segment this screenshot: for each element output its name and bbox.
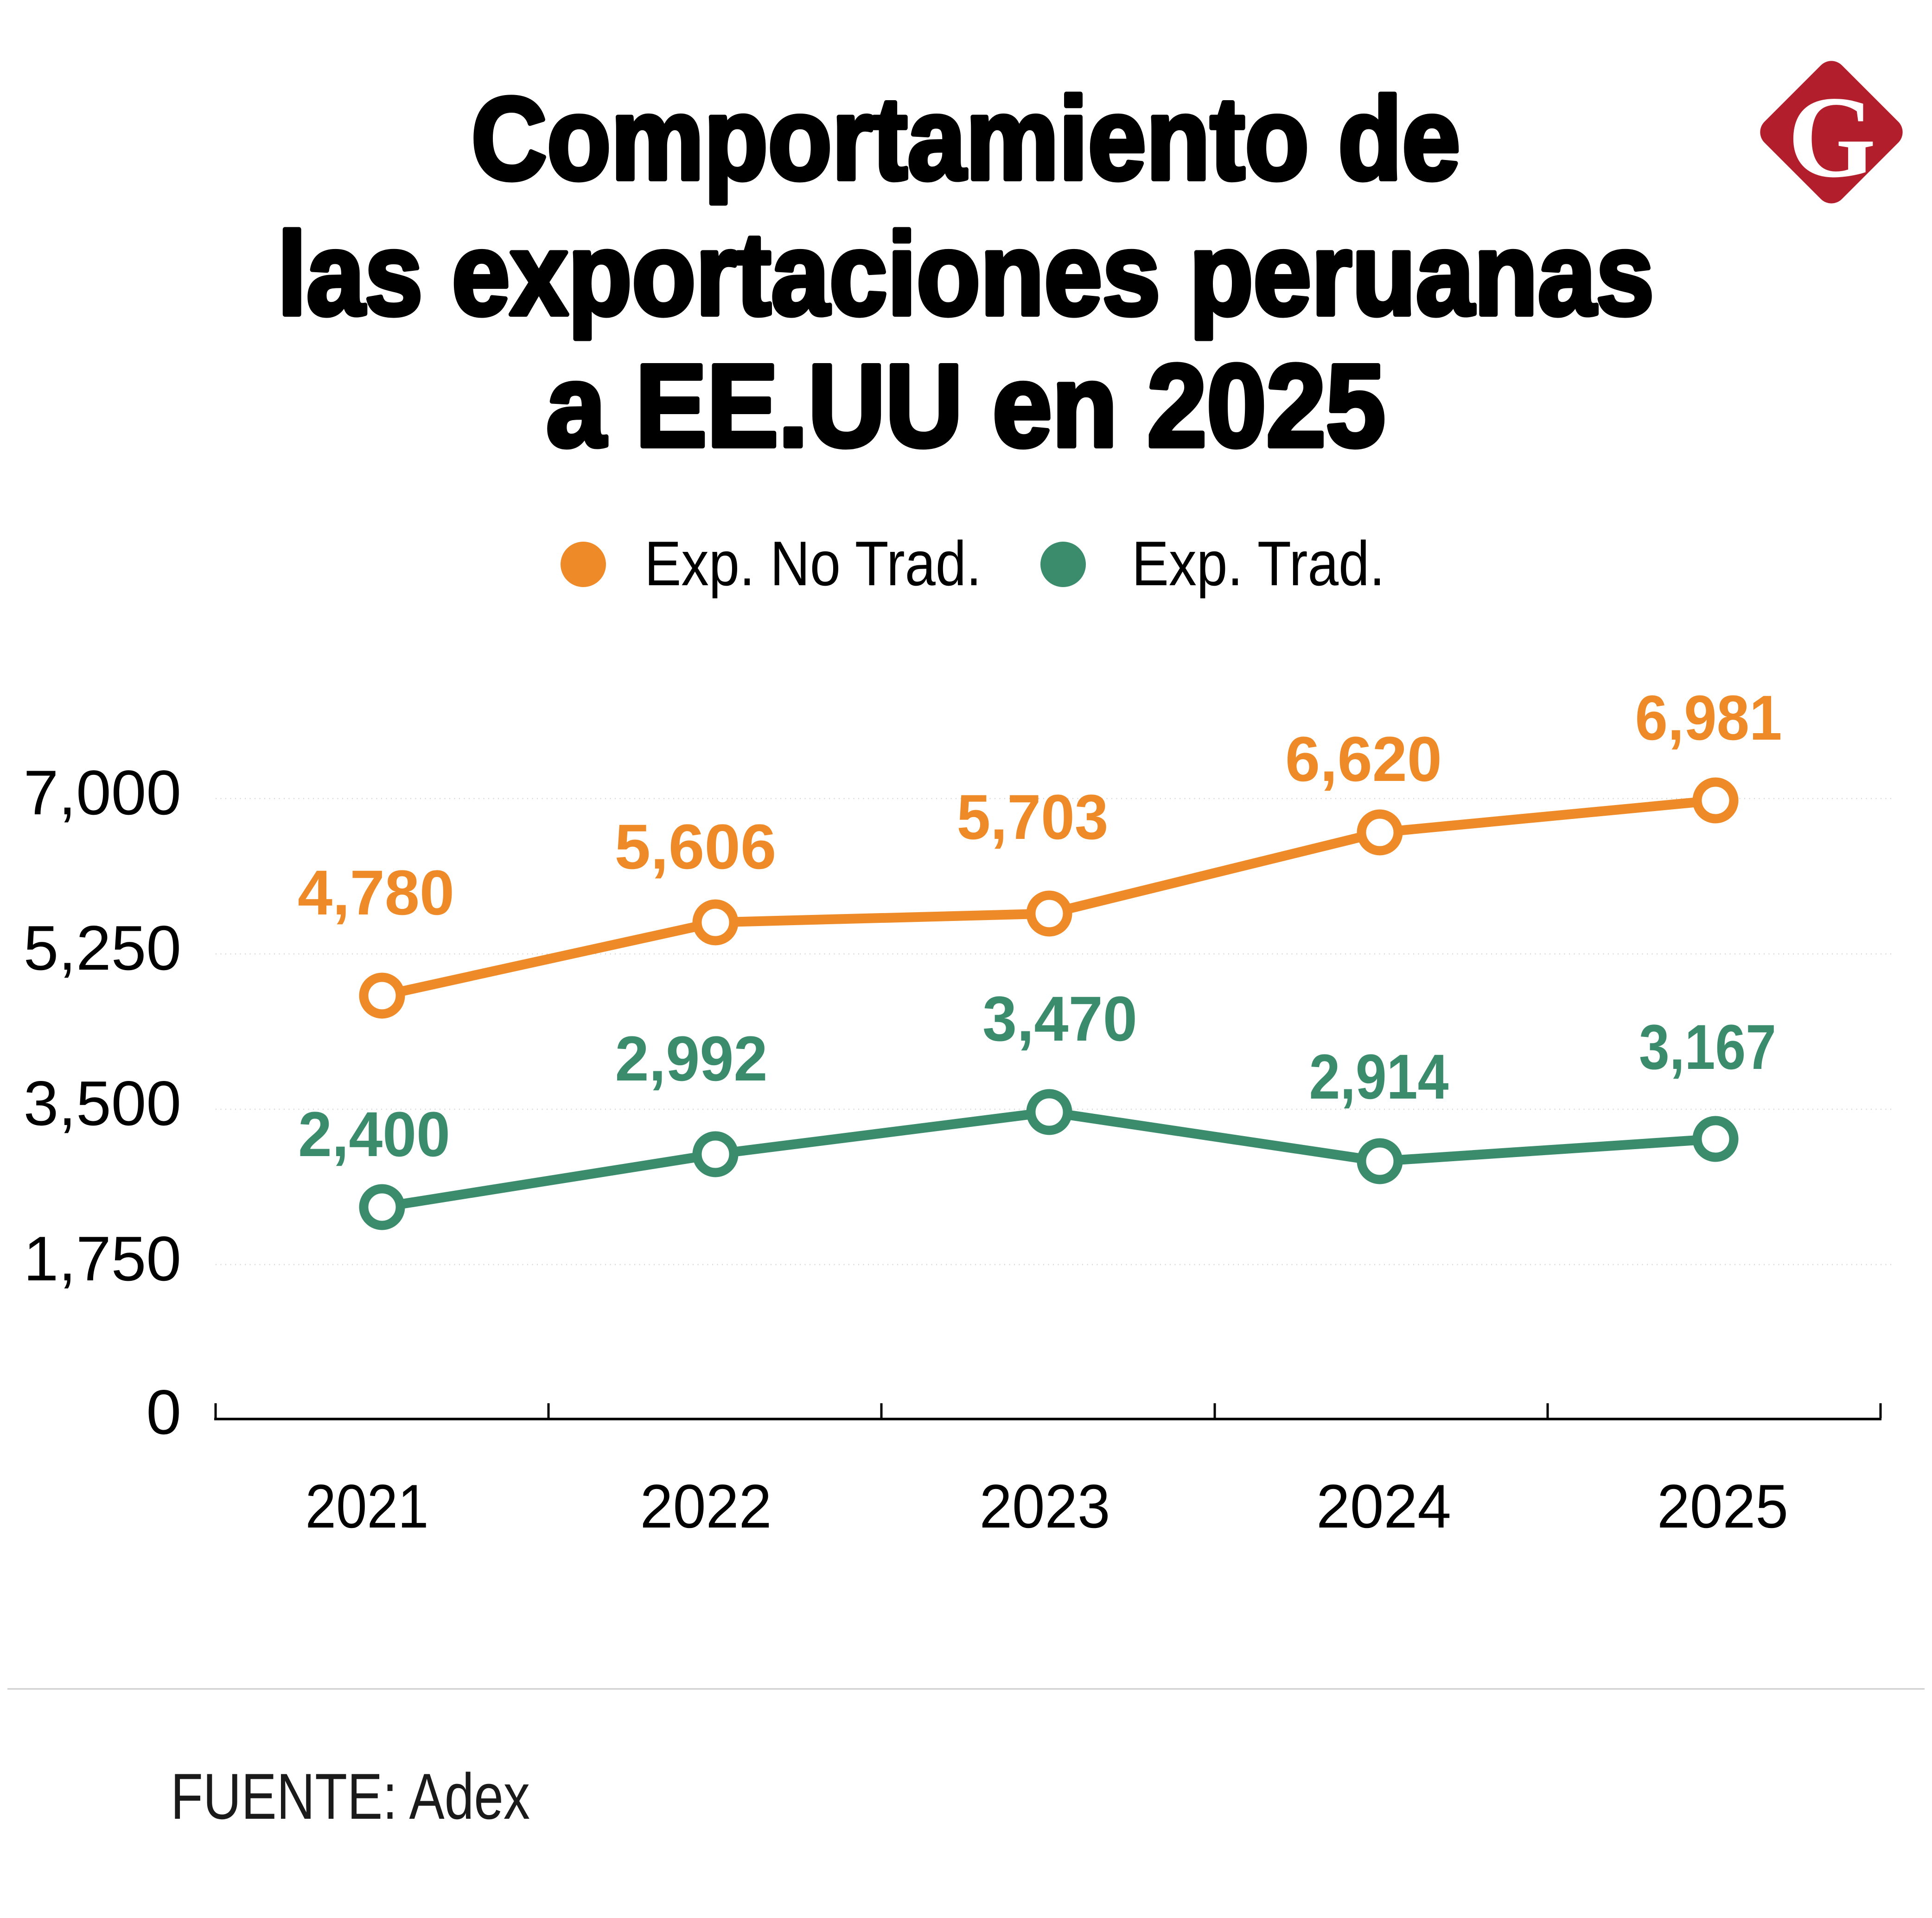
svg-text:3,167: 3,167	[1639, 1012, 1776, 1083]
svg-text:Comportamiento de: Comportamiento de	[472, 73, 1460, 204]
svg-text:las exportaciones peruanas: las exportaciones peruanas	[278, 208, 1654, 339]
svg-text:2024: 2024	[1316, 1472, 1451, 1541]
svg-text:1,750: 1,750	[24, 1223, 181, 1294]
svg-text:7,000: 7,000	[24, 757, 181, 828]
svg-text:6,981: 6,981	[1635, 683, 1782, 754]
svg-text:G: G	[1788, 72, 1876, 202]
svg-text:5,606: 5,606	[615, 812, 777, 882]
svg-text:2023: 2023	[980, 1472, 1110, 1541]
svg-text:3,500: 3,500	[24, 1068, 181, 1138]
svg-text:2022: 2022	[640, 1472, 772, 1541]
svg-text:2021: 2021	[306, 1472, 429, 1541]
svg-text:5,703: 5,703	[957, 782, 1109, 853]
svg-text:Exp. Trad.: Exp. Trad.	[1132, 528, 1385, 599]
svg-text:5,250: 5,250	[24, 913, 181, 983]
svg-text:2025: 2025	[1657, 1472, 1788, 1541]
svg-text:6,620: 6,620	[1285, 724, 1442, 795]
svg-text:3,470: 3,470	[982, 984, 1137, 1055]
svg-text:0: 0	[146, 1377, 181, 1447]
svg-text:a EE.UU en 2025: a EE.UU en 2025	[546, 340, 1385, 471]
svg-text:4,780: 4,780	[298, 857, 454, 928]
svg-text:Exp. No Trad.: Exp. No Trad.	[644, 528, 982, 599]
svg-text:2,400: 2,400	[298, 1099, 450, 1170]
svg-text:2,992: 2,992	[615, 1023, 768, 1094]
svg-text:2,914: 2,914	[1309, 1042, 1449, 1112]
svg-text:FUENTE: Adex: FUENTE: Adex	[171, 1760, 530, 1833]
